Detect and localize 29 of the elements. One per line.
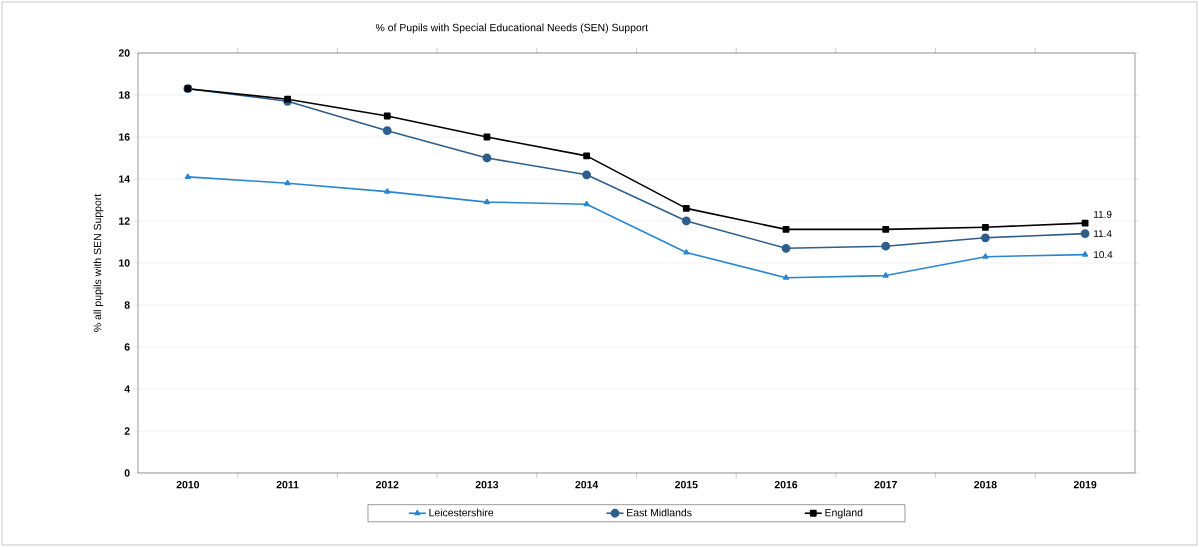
chart-title: % of Pupils with Special Educational Needs (SEN) Support [375,23,649,34]
y-axis-title: % all pupils with SEN Support [93,193,104,332]
y-tick-label: 10 [119,259,130,267]
legend-label: East Midlands [627,508,692,517]
y-tick-label: 16 [119,133,130,141]
y-tick-label: 14 [119,175,130,183]
x-tick-label: 2014 [575,480,599,489]
y-tick-label: 6 [124,343,130,351]
x-tick-label: 2017 [874,480,897,489]
y-tick-label: 20 [118,49,130,57]
data-label: 11.9 [1094,210,1112,218]
y-tick-label: 8 [124,301,130,309]
legend-label: Leicestershire [429,508,494,517]
x-tick-label: 2018 [974,480,997,489]
data-label: 10.4 [1094,251,1113,259]
x-tick-label: 2011 [276,480,299,489]
y-tick-label: 2 [124,427,130,435]
y-tick-label: 18 [119,91,130,99]
y-tick-label: 12 [119,217,130,225]
y-tick-label: 4 [124,385,130,393]
data-label: 11.4 [1094,230,1112,238]
legend-label: England [825,508,863,519]
x-tick-label: 2012 [375,480,399,489]
x-tick-label: 2013 [475,480,499,489]
x-tick-label: 2010 [176,480,200,489]
y-tick-label: 0 [124,469,130,477]
x-tick-label: 2016 [774,480,798,489]
x-tick-label: 2015 [675,480,698,489]
x-tick-label: 2019 [1073,480,1097,489]
